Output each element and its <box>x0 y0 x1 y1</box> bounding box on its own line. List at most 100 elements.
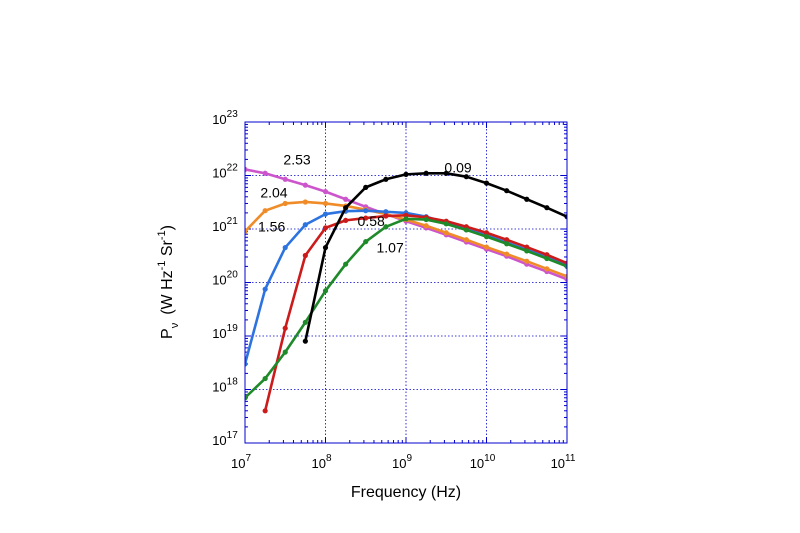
y-axis-label-base: P <box>159 328 176 339</box>
series-labels: 2.53 2.04 1.56 0.58 1.07 0.09 <box>258 152 472 256</box>
data-point <box>504 241 510 247</box>
data-point <box>483 234 490 240</box>
y-tick-label: 1017 <box>212 430 238 448</box>
y-axis-label-units-close: ) <box>159 225 176 230</box>
series-annotation: 1.56 <box>258 218 285 234</box>
data-point <box>322 211 329 217</box>
data-point <box>322 244 329 251</box>
y-axis-label-sub: ν <box>169 322 181 328</box>
y-tick-label: 1023 <box>212 109 238 127</box>
data-point <box>544 266 550 272</box>
data-point <box>245 395 248 401</box>
x-tick-labels: 107 108 109 1010 1011 <box>231 453 576 471</box>
plot-frame <box>244 121 568 444</box>
series-annotation: 1.07 <box>376 240 403 256</box>
x-tick-label: 1010 <box>470 453 496 471</box>
data-point <box>463 227 469 233</box>
series-0.09 <box>302 170 567 344</box>
data-point <box>302 182 308 188</box>
data-point <box>443 221 449 227</box>
data-point <box>443 170 449 176</box>
data-point <box>504 251 510 257</box>
x-axis-label: Frequency (Hz) <box>351 484 461 501</box>
series-annotation: 0.09 <box>444 159 471 175</box>
data-point <box>383 213 389 219</box>
y-tick-label: 1020 <box>212 270 238 288</box>
data-point <box>403 171 409 177</box>
data-point <box>504 237 510 243</box>
data-point <box>282 325 288 331</box>
x-tick-label: 1011 <box>551 453 576 471</box>
data-point <box>343 196 349 202</box>
data-point <box>302 199 308 205</box>
data-point <box>302 338 308 344</box>
data-point <box>245 166 248 173</box>
data-point <box>262 408 268 414</box>
data-point <box>443 230 449 236</box>
data-point <box>524 196 530 202</box>
data-point <box>483 230 490 236</box>
data-point <box>383 176 389 182</box>
data-point <box>463 174 469 180</box>
data-point <box>423 170 429 176</box>
y-axis-label-units-open: (W Hz <box>159 270 176 314</box>
data-point <box>282 349 288 355</box>
data-point <box>302 319 308 325</box>
series-annotation: 0.58 <box>358 213 385 229</box>
data-point <box>483 180 490 186</box>
data-point <box>363 239 369 245</box>
y-tick-label: 1019 <box>212 323 238 341</box>
data-point <box>363 208 369 214</box>
series-layer <box>245 166 567 414</box>
data-point <box>564 273 567 280</box>
data-point <box>483 244 490 250</box>
series-1.07 <box>245 216 567 401</box>
data-point <box>544 255 550 262</box>
data-point <box>564 263 567 269</box>
x-tick-label: 109 <box>392 453 412 471</box>
y-axis-label-exp1: -1 <box>156 261 168 271</box>
data-point <box>245 361 248 367</box>
data-point <box>423 216 429 223</box>
data-point <box>504 188 510 194</box>
data-point <box>322 288 329 294</box>
x-tick-label: 107 <box>231 453 251 471</box>
y-axis-label-exp2: -1 <box>156 230 168 240</box>
data-point <box>343 217 349 223</box>
y-tick-label: 1022 <box>212 163 238 181</box>
data-point <box>423 223 429 229</box>
data-point <box>403 216 409 222</box>
data-point <box>343 261 349 267</box>
data-point <box>282 244 288 251</box>
data-point <box>282 200 288 207</box>
data-point <box>322 189 329 195</box>
data-point <box>544 205 550 211</box>
y-tick-labels: 1017 1018 1019 1020 1021 1022 1023 <box>212 109 238 448</box>
data-point <box>463 237 469 243</box>
data-point <box>564 214 567 220</box>
data-point <box>262 375 268 382</box>
data-point <box>262 286 268 292</box>
data-point <box>302 222 308 228</box>
data-point <box>363 184 369 190</box>
series-line <box>263 214 567 412</box>
data-point <box>524 248 530 254</box>
y-tick-label: 1018 <box>212 377 238 395</box>
data-point <box>524 244 530 250</box>
y-tick-label: 1021 <box>212 216 238 234</box>
data-point <box>363 215 369 221</box>
data-point <box>383 224 389 230</box>
data-point <box>245 228 248 235</box>
series-line <box>304 171 567 342</box>
data-point <box>262 170 268 176</box>
data-point <box>282 176 288 182</box>
y-axis-label-units-mid: Sr <box>159 239 176 260</box>
data-point <box>544 252 550 258</box>
data-point <box>322 225 329 231</box>
y-axis-label: Pν(W Hz-1 Sr-1) <box>156 225 181 339</box>
data-point <box>343 205 349 211</box>
data-point <box>383 209 389 215</box>
series-annotation: 2.04 <box>260 184 287 200</box>
data-point <box>302 252 308 259</box>
